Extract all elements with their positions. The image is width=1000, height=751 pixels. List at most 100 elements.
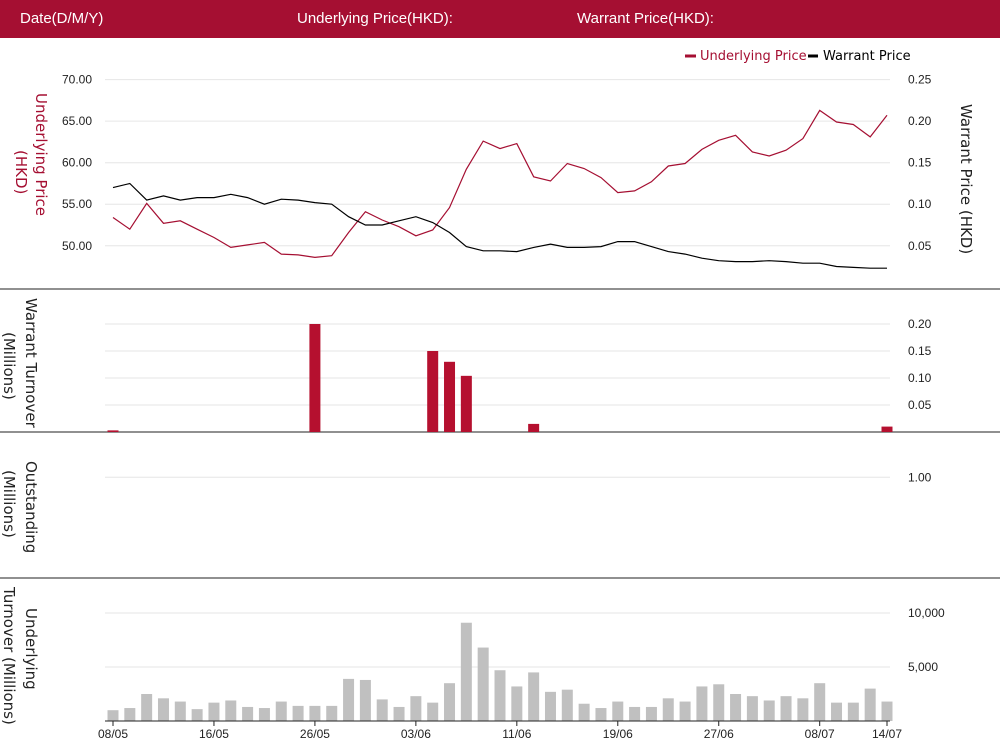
underlying-turnover-bar[interactable]: [208, 702, 220, 721]
warrant-price-point[interactable]: [583, 246, 586, 249]
underlying-turnover-bar[interactable]: [124, 708, 136, 721]
underlying-turnover-bar[interactable]: [157, 698, 169, 721]
warrant-price-point[interactable]: [347, 215, 350, 218]
underlying-turnover-bar[interactable]: [444, 683, 456, 721]
underlying-turnover-bar[interactable]: [242, 706, 254, 721]
underlying-price-point[interactable]: [650, 180, 653, 183]
underlying-turnover-bar[interactable]: [763, 700, 775, 721]
underlying-turnover-bar[interactable]: [343, 678, 355, 721]
warrant-price-point[interactable]: [465, 245, 468, 248]
underlying-price-line[interactable]: [112, 109, 888, 259]
warrant-price-point[interactable]: [700, 257, 703, 260]
warrant-price-point[interactable]: [886, 267, 889, 270]
underlying-turnover-bar[interactable]: [359, 679, 371, 721]
underlying-price-point[interactable]: [414, 234, 417, 237]
warrant-price-point[interactable]: [499, 249, 502, 252]
warrant-price-point[interactable]: [364, 224, 367, 227]
underlying-turnover-bar[interactable]: [730, 694, 742, 721]
warrant-price-point[interactable]: [179, 199, 182, 202]
underlying-turnover-bar[interactable]: [561, 689, 573, 721]
warrant-price-point[interactable]: [785, 260, 788, 263]
warrant-price-point[interactable]: [414, 215, 417, 218]
underlying-price-point[interactable]: [145, 202, 148, 205]
underlying-turnover-bar[interactable]: [107, 710, 119, 721]
underlying-turnover-bar[interactable]: [713, 684, 725, 721]
underlying-price-point[interactable]: [246, 243, 249, 246]
underlying-price-point[interactable]: [465, 168, 468, 171]
warrant-price-point[interactable]: [751, 260, 754, 263]
underlying-turnover-bar[interactable]: [528, 672, 540, 721]
underlying-price-point[interactable]: [347, 231, 350, 234]
underlying-turnover-bar[interactable]: [645, 706, 657, 721]
underlying-price-point[interactable]: [768, 155, 771, 158]
warrant-price-point[interactable]: [549, 243, 552, 246]
warrant-turnover-bar[interactable]: [107, 430, 119, 432]
underlying-turnover-bar[interactable]: [376, 699, 388, 721]
underlying-turnover-bar[interactable]: [578, 703, 590, 721]
underlying-price-point[interactable]: [313, 256, 316, 259]
warrant-price-point[interactable]: [684, 253, 687, 256]
warrant-price-point[interactable]: [246, 196, 249, 199]
underlying-price-point[interactable]: [196, 228, 199, 231]
warrant-price-point[interactable]: [381, 224, 384, 227]
underlying-price-point[interactable]: [398, 225, 401, 228]
legend[interactable]: Underlying Price Warrant Price: [685, 49, 911, 64]
warrant-price-line[interactable]: [112, 182, 887, 269]
warrant-price-point[interactable]: [801, 262, 804, 265]
underlying-turnover-bar[interactable]: [814, 683, 826, 721]
underlying-price-point[interactable]: [162, 222, 165, 225]
warrant-price-point[interactable]: [212, 196, 215, 199]
warrant-price-point[interactable]: [162, 194, 165, 197]
underlying-price-point[interactable]: [515, 142, 518, 145]
underlying-turnover-bar[interactable]: [275, 701, 287, 721]
underlying-turnover-bar[interactable]: [831, 702, 843, 721]
underlying-turnover-bar[interactable]: [258, 708, 270, 721]
warrant-price-point[interactable]: [532, 246, 535, 249]
underlying-price-point[interactable]: [886, 114, 889, 117]
underlying-turnover-bar[interactable]: [746, 696, 758, 721]
underlying-price-point[interactable]: [431, 228, 434, 231]
warrant-price-point[interactable]: [515, 250, 518, 253]
warrant-turnover-bar[interactable]: [444, 361, 456, 432]
underlying-turnover-bar[interactable]: [410, 696, 422, 721]
underlying-price-point[interactable]: [381, 219, 384, 222]
warrant-price-point[interactable]: [330, 203, 333, 206]
warrant-price-point[interactable]: [297, 199, 300, 202]
warrant-price-point[interactable]: [566, 246, 569, 249]
warrant-price-point[interactable]: [818, 262, 821, 265]
underlying-turnover-bar[interactable]: [393, 706, 405, 721]
underlying-turnover-bar[interactable]: [460, 622, 472, 721]
warrant-turnover-bar[interactable]: [460, 375, 472, 432]
warrant-price-point[interactable]: [112, 186, 115, 189]
underlying-turnover-bar[interactable]: [679, 701, 691, 721]
warrant-price-point[interactable]: [869, 267, 872, 270]
underlying-price-point[interactable]: [852, 123, 855, 126]
warrant-price-point[interactable]: [717, 259, 720, 262]
underlying-turnover-bar[interactable]: [309, 705, 321, 721]
underlying-turnover-bar[interactable]: [427, 702, 439, 721]
warrant-price-point[interactable]: [616, 240, 619, 243]
underlying-price-point[interactable]: [549, 179, 552, 182]
underlying-price-point[interactable]: [599, 176, 602, 179]
underlying-price-point[interactable]: [212, 236, 215, 239]
legend-warrant-label[interactable]: Warrant Price: [823, 49, 911, 64]
underlying-price-point[interactable]: [482, 140, 485, 143]
underlying-price-point[interactable]: [785, 149, 788, 152]
warrant-turnover-bar[interactable]: [528, 423, 540, 432]
warrant-price-point[interactable]: [263, 203, 266, 206]
warrant-price-point[interactable]: [128, 182, 131, 185]
underlying-price-point[interactable]: [633, 189, 636, 192]
warrant-turnover-bar[interactable]: [881, 426, 893, 432]
underlying-price-point[interactable]: [499, 147, 502, 150]
warrant-price-point[interactable]: [667, 250, 670, 253]
warrant-price-point[interactable]: [196, 196, 199, 199]
underlying-price-point[interactable]: [297, 253, 300, 256]
underlying-turnover-bar[interactable]: [629, 706, 641, 721]
underlying-price-point[interactable]: [616, 191, 619, 194]
legend-underlying-label[interactable]: Underlying Price: [700, 49, 807, 64]
underlying-turnover-bar[interactable]: [292, 705, 304, 721]
underlying-turnover-bar[interactable]: [881, 701, 893, 721]
underlying-price-point[interactable]: [667, 165, 670, 168]
warrant-turnover-bar[interactable]: [427, 351, 439, 432]
underlying-turnover-bar[interactable]: [847, 702, 859, 721]
